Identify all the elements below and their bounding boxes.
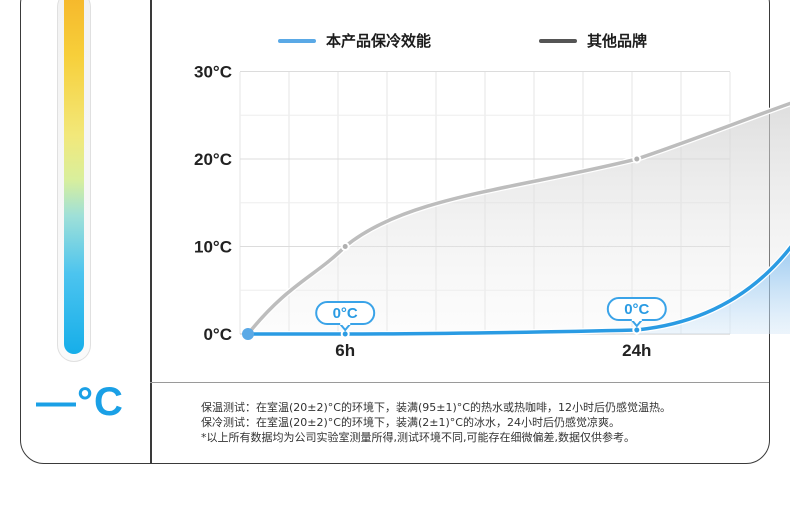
- vertical-divider: [150, 0, 152, 463]
- other-brands-line: [246, 101, 790, 336]
- origin-point: [242, 328, 254, 340]
- chart-points: [242, 154, 642, 340]
- this-product-point-core: [342, 331, 348, 337]
- legend-this-product: 本产品保冷效能: [278, 30, 431, 51]
- horizontal-divider: [150, 382, 769, 383]
- annotation-pointer: [339, 323, 351, 332]
- note-line: 保温测试：在室温(20±2)°C的环境下，装满(95±1)°C的热水或热咖啡，1…: [201, 401, 671, 414]
- x-tick-label: 24h: [622, 341, 651, 360]
- note-line: 保冷测试：在室温(20±2)°C的环境下，装满(2±1)°C的冰水，24小时后仍…: [201, 416, 620, 429]
- thermometer-icon: [57, 0, 91, 362]
- other-brands-point-core: [342, 244, 348, 249]
- y-tick-label: 10°C: [194, 238, 232, 257]
- annotation-pointer-mask: [631, 318, 642, 321]
- unit-label: —°C: [36, 380, 124, 424]
- legend-label-other-brands: 其他品牌: [587, 32, 648, 50]
- chart-areas: [248, 103, 790, 334]
- test-notes: 保温测试：在室温(20±2)°C的环境下，装满(95±1)°C的热水或热咖啡，1…: [201, 400, 671, 445]
- y-tick-label: 0°C: [203, 325, 232, 344]
- legend-label-this-product: 本产品保冷效能: [326, 32, 432, 50]
- legend-other-brands: 其他品牌: [539, 30, 647, 51]
- annotation-pointer-mask: [340, 322, 351, 325]
- this-product-point-core: [634, 327, 640, 333]
- annotation-label: 0°C: [624, 301, 649, 318]
- other-brands-point-core: [634, 156, 640, 162]
- annotation-pointer: [631, 319, 643, 328]
- note-line: *以上所有数据均为公司实验室测量所得,测试环境不同,可能存在细微偏差,数据仅供参…: [201, 431, 635, 444]
- other-brands-area: [248, 103, 790, 334]
- legend-swatch-gray: [539, 38, 577, 43]
- x-axis-labels: 6h24h36h: [335, 341, 651, 360]
- thermometer-fill: [64, 0, 84, 354]
- y-tick-label: 20°C: [194, 150, 232, 169]
- annotation-label: 0°C: [333, 305, 358, 322]
- this-product-area: [636, 247, 790, 334]
- x-tick-label: 6h: [335, 341, 355, 360]
- legend-swatch-blue: [278, 38, 316, 43]
- y-axis-labels: 0°C 10°C 20°C 30°C: [194, 63, 232, 345]
- y-tick-label: 30°C: [194, 63, 232, 82]
- chart-annotations: 0°C0°C20°C: [315, 297, 667, 332]
